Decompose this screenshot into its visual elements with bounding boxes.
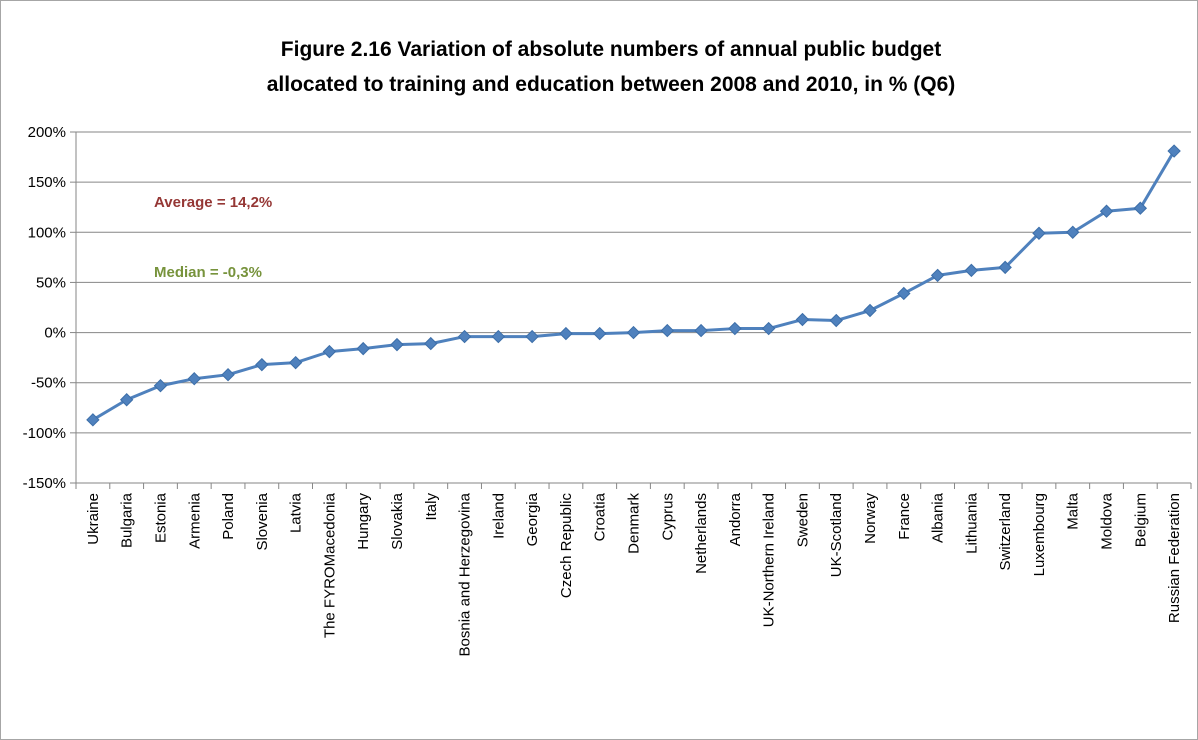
series-line xyxy=(92,150,1176,422)
x-tick-label: Andorra xyxy=(727,492,744,546)
y-tick-label: -50% xyxy=(31,375,66,392)
data-point-marker xyxy=(761,321,776,336)
x-tick-label: Poland xyxy=(220,493,237,540)
y-tick-label: -100% xyxy=(23,425,66,442)
y-axis-tick-labels: 200% 150% 100% 50% 0% -50% -100% -150% xyxy=(23,124,66,492)
x-tick-label: UK-Northern Ireland xyxy=(761,493,778,627)
x-tick-label: Russian Federation xyxy=(1166,493,1183,623)
chart-title: Figure 2.16 Variation of absolute number… xyxy=(267,38,956,96)
data-point-marker xyxy=(153,379,168,393)
x-axis-tick-labels: Ukraine Bulgaria Estonia Armenia Poland Slove… xyxy=(85,492,1183,656)
data-point-marker xyxy=(187,371,201,386)
y-tick-label: 0% xyxy=(44,325,66,342)
data-point-marker xyxy=(1167,144,1181,158)
data-point-marker xyxy=(660,323,674,338)
x-tick-label: Netherlands xyxy=(693,493,710,574)
y-tick-label: 100% xyxy=(28,224,66,241)
x-tick-label: Slovakia xyxy=(389,492,406,549)
x-tick-label: Italy xyxy=(423,493,440,521)
x-tick-label: Lithuania xyxy=(963,492,980,554)
data-point-marker xyxy=(288,355,303,370)
x-tick-label: Hungary xyxy=(355,493,372,550)
data-point-marker xyxy=(356,341,370,356)
y-tick-label: 50% xyxy=(36,274,66,291)
x-tick-label: The FYROMacedonia xyxy=(321,492,338,638)
data-point-marker xyxy=(626,325,641,340)
x-tick-label: UK-Scotland xyxy=(828,493,845,577)
average-annotation: Average = 14,2% xyxy=(154,194,272,211)
axes xyxy=(75,132,1192,489)
x-tick-label: Malta xyxy=(1065,492,1082,529)
median-annotation: Median = -0,3% xyxy=(154,264,262,281)
y-tick-label: 150% xyxy=(28,174,66,191)
x-tick-label: Slovenia xyxy=(254,492,271,550)
data-point-marker xyxy=(829,313,843,328)
data-point-marker xyxy=(525,329,539,344)
data-point-marker xyxy=(863,303,877,318)
data-point-marker xyxy=(424,336,438,351)
x-tick-label: Bosnia and Herzegovina xyxy=(457,492,474,656)
x-tick-label: Czech Republic xyxy=(558,493,575,599)
x-tick-label: Ukraine xyxy=(85,493,102,545)
data-point-marker xyxy=(897,286,911,301)
x-tick-label: Sweden xyxy=(794,493,811,547)
data-point-marker xyxy=(1099,204,1114,218)
series-markers xyxy=(86,144,1181,427)
data-point-marker xyxy=(322,344,337,359)
x-tick-label: Bulgaria xyxy=(119,492,136,548)
data-point-marker xyxy=(728,321,742,336)
x-tick-label: Armenia xyxy=(186,492,203,549)
x-tick-label: Switzerland xyxy=(997,493,1014,571)
y-tick-label: -150% xyxy=(23,475,66,492)
annotations: Average = 14,2% Median = -0,3% xyxy=(154,194,272,281)
data-point-marker xyxy=(255,357,269,372)
y-tick-label: 200% xyxy=(28,124,66,141)
x-tick-label: Albania xyxy=(930,492,947,543)
x-tick-label: Moldova xyxy=(1099,492,1116,549)
data-point-marker xyxy=(1133,201,1148,215)
x-tick-label: Norway xyxy=(862,493,879,544)
data-point-marker xyxy=(457,329,472,344)
data-point-marker xyxy=(119,393,134,407)
x-tick-label: Estonia xyxy=(152,492,169,543)
x-tick-label: France xyxy=(896,493,913,540)
x-tick-label: Croatia xyxy=(592,492,609,541)
data-point-marker xyxy=(694,323,708,338)
data-point-marker xyxy=(221,367,235,382)
x-tick-label: Luxembourg xyxy=(1031,493,1048,576)
data-point-marker xyxy=(1066,225,1080,239)
series-line-path xyxy=(92,150,1176,422)
data-point-marker xyxy=(86,413,100,427)
x-tick-label: Cyprus xyxy=(659,493,676,541)
data-point-marker xyxy=(390,337,404,352)
x-tick-label: Belgium xyxy=(1132,493,1149,547)
chart-title-line-2: allocated to training and education betw… xyxy=(267,73,956,96)
data-point-marker xyxy=(491,329,506,344)
data-point-marker xyxy=(1032,226,1046,240)
data-point-marker xyxy=(795,312,810,327)
gridlines xyxy=(70,131,1191,484)
data-point-marker xyxy=(964,263,979,278)
data-point-marker xyxy=(559,326,573,341)
data-point-marker xyxy=(998,260,1012,275)
data-point-marker xyxy=(593,326,607,341)
x-tick-label: Ireland xyxy=(490,493,507,539)
chart-title-line-1: Figure 2.16 Variation of absolute number… xyxy=(281,38,941,61)
x-tick-label: Denmark xyxy=(626,493,643,554)
x-tick-label: Georgia xyxy=(524,492,541,546)
data-point-marker xyxy=(930,268,945,283)
x-tick-label: Latvia xyxy=(288,492,305,533)
